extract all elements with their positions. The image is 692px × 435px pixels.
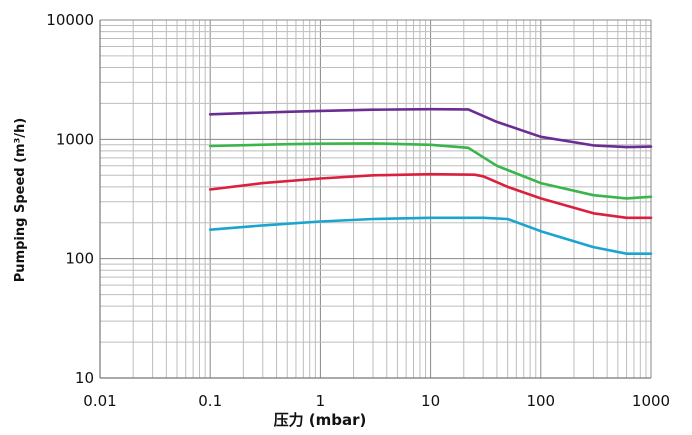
grid <box>99 19 652 379</box>
series-line-3 <box>208 172 653 220</box>
x-tick-label: 10 <box>421 392 440 410</box>
y-tick-label: 1000 <box>56 130 94 148</box>
y-tick-label: 10 <box>75 369 94 387</box>
y-axis-label: Pumping Speed (m³/h) <box>13 118 28 282</box>
y-tick-labels: 10 100 1000 10000 <box>46 11 94 387</box>
x-axis-label: 压力 (mbar) <box>274 411 367 429</box>
x-tick-labels: 0.01 0.1 1 10 100 1000 <box>83 392 670 410</box>
x-tick-label: 1 <box>316 392 326 410</box>
x-tick-label: 1000 <box>632 392 670 410</box>
y-tick-label: 100 <box>65 250 94 268</box>
series-line-1 <box>208 107 653 149</box>
x-tick-label: 0.01 <box>83 392 116 410</box>
x-tick-label: 0.1 <box>198 392 222 410</box>
y-tick-label: 10000 <box>46 11 94 29</box>
series-group <box>208 107 653 255</box>
series-line-4 <box>208 216 653 255</box>
series-line-2 <box>208 142 653 200</box>
x-tick-label: 100 <box>526 392 555 410</box>
